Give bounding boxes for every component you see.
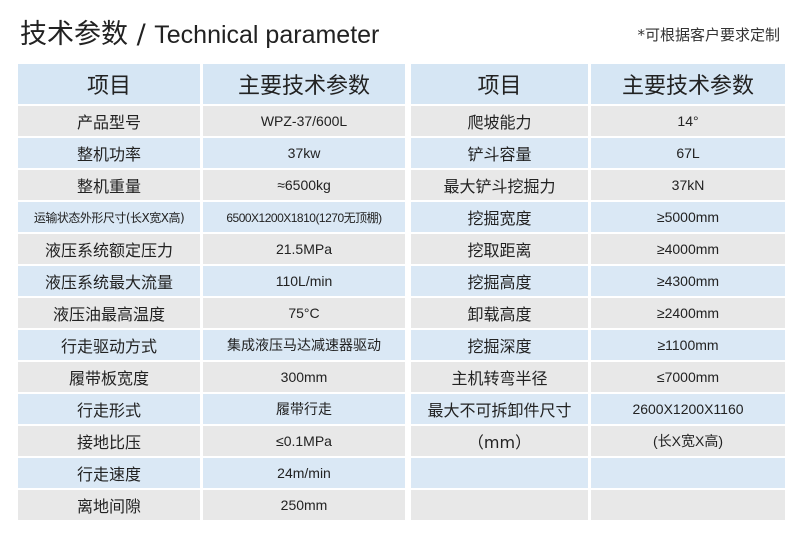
left-spec-table: 项目 主要技术参数 产品型号 WPZ-37/600L 整机功率 37kw 整机重量 ≈65… xyxy=(15,62,408,522)
table-row: 整机重量 ≈6500kg xyxy=(18,170,405,200)
param-value: WPZ-37/600L xyxy=(203,106,405,136)
table-row: 履带板宽度 300mm xyxy=(18,362,405,392)
param-name: 挖掘宽度 xyxy=(411,202,588,232)
param-name xyxy=(411,490,588,520)
table-row: 铲斗容量 67L xyxy=(411,138,785,168)
table-row: 行走形式 履带行走 xyxy=(18,394,405,424)
param-name: 爬坡能力 xyxy=(411,106,588,136)
table-row: （mm） (长X宽X高) xyxy=(411,426,785,456)
header-spec: 主要技术参数 xyxy=(591,64,785,104)
param-name: 挖取距离 xyxy=(411,234,588,264)
param-value xyxy=(591,458,785,488)
page-title: 技术参数 / Technical parameter xyxy=(20,12,379,51)
param-name: 铲斗容量 xyxy=(411,138,588,168)
table-row: 整机功率 37kw xyxy=(18,138,405,168)
param-value: 250mm xyxy=(203,490,405,520)
table-row: 产品型号 WPZ-37/600L xyxy=(18,106,405,136)
table-row: 最大铲斗挖掘力 37kN xyxy=(411,170,785,200)
param-name: 整机重量 xyxy=(18,170,200,200)
header-item: 项目 xyxy=(411,64,588,104)
param-value: ≥4000mm xyxy=(591,234,785,264)
customization-note: *可根据客户要求定制 xyxy=(637,26,780,44)
param-value: 300mm xyxy=(203,362,405,392)
table-row: 挖掘高度 ≥4300mm xyxy=(411,266,785,296)
param-value: 24m/min xyxy=(203,458,405,488)
param-value: ≥2400mm xyxy=(591,298,785,328)
param-name: 离地间隙 xyxy=(18,490,200,520)
param-value: 6500X1200X1810(1270无顶棚) xyxy=(203,202,405,232)
title-en: Technical parameter xyxy=(154,21,380,49)
table-row: 运输状态外形尺寸(长X宽X高) 6500X1200X1810(1270无顶棚) xyxy=(18,202,405,232)
param-name: 运输状态外形尺寸(长X宽X高) xyxy=(18,202,200,232)
param-name: 液压系统最大流量 xyxy=(18,266,200,296)
param-name: 整机功率 xyxy=(18,138,200,168)
param-name: 液压系统额定压力 xyxy=(18,234,200,264)
param-name: 行走形式 xyxy=(18,394,200,424)
table-row xyxy=(411,458,785,488)
param-value: ≈6500kg xyxy=(203,170,405,200)
param-value: 履带行走 xyxy=(203,394,405,424)
header-spec: 主要技术参数 xyxy=(203,64,405,104)
param-value: 110L/min xyxy=(203,266,405,296)
param-name: （mm） xyxy=(411,426,588,456)
table-row: 液压系统额定压力 21.5MPa xyxy=(18,234,405,264)
param-value: (长X宽X高) xyxy=(591,426,785,456)
title-cn: 技术参数 xyxy=(20,19,128,50)
table-row: 离地间隙 250mm xyxy=(18,490,405,520)
table-row: 液压油最高温度 75°C xyxy=(18,298,405,328)
param-value: ≤0.1MPa xyxy=(203,426,405,456)
param-value: ≥5000mm xyxy=(591,202,785,232)
param-name: 行走速度 xyxy=(18,458,200,488)
param-value: 集成液压马达减速器驱动 xyxy=(203,330,405,360)
param-value: 37kw xyxy=(203,138,405,168)
param-value: ≤7000mm xyxy=(591,362,785,392)
param-name: 挖掘深度 xyxy=(411,330,588,360)
table-row: 行走速度 24m/min xyxy=(18,458,405,488)
param-value: 21.5MPa xyxy=(203,234,405,264)
param-name: 行走驱动方式 xyxy=(18,330,200,360)
param-value: 2600X1200X1160 xyxy=(591,394,785,424)
table-row: 行走驱动方式 集成液压马达减速器驱动 xyxy=(18,330,405,360)
title-separator: / xyxy=(128,19,155,50)
param-name: 液压油最高温度 xyxy=(18,298,200,328)
table-row: 挖取距离 ≥4000mm xyxy=(411,234,785,264)
table-row: 挖掘深度 ≥1100mm xyxy=(411,330,785,360)
param-name: 卸载高度 xyxy=(411,298,588,328)
param-name: 最大铲斗挖掘力 xyxy=(411,170,588,200)
table-row: 最大不可拆卸件尺寸 2600X1200X1160 xyxy=(411,394,785,424)
param-name xyxy=(411,458,588,488)
table-row: 液压系统最大流量 110L/min xyxy=(18,266,405,296)
param-value: 75°C xyxy=(203,298,405,328)
table-row: 卸载高度 ≥2400mm xyxy=(411,298,785,328)
param-name: 主机转弯半径 xyxy=(411,362,588,392)
right-spec-table: 项目 主要技术参数 爬坡能力 14° 铲斗容量 67L 最大铲斗挖掘力 37kN 挖掘宽度 ≥… xyxy=(408,62,788,522)
param-name: 挖掘高度 xyxy=(411,266,588,296)
table-row: 爬坡能力 14° xyxy=(411,106,785,136)
param-value: ≥1100mm xyxy=(591,330,785,360)
param-value: 67L xyxy=(591,138,785,168)
param-value: ≥4300mm xyxy=(591,266,785,296)
param-value: 14° xyxy=(591,106,785,136)
param-value: 37kN xyxy=(591,170,785,200)
param-value xyxy=(591,490,785,520)
table-row: 主机转弯半径 ≤7000mm xyxy=(411,362,785,392)
table-row: 挖掘宽度 ≥5000mm xyxy=(411,202,785,232)
table-row: 接地比压 ≤0.1MPa xyxy=(18,426,405,456)
param-name: 接地比压 xyxy=(18,426,200,456)
header-item: 项目 xyxy=(18,64,200,104)
param-name: 产品型号 xyxy=(18,106,200,136)
table-row xyxy=(411,490,785,520)
param-name: 最大不可拆卸件尺寸 xyxy=(411,394,588,424)
param-name: 履带板宽度 xyxy=(18,362,200,392)
